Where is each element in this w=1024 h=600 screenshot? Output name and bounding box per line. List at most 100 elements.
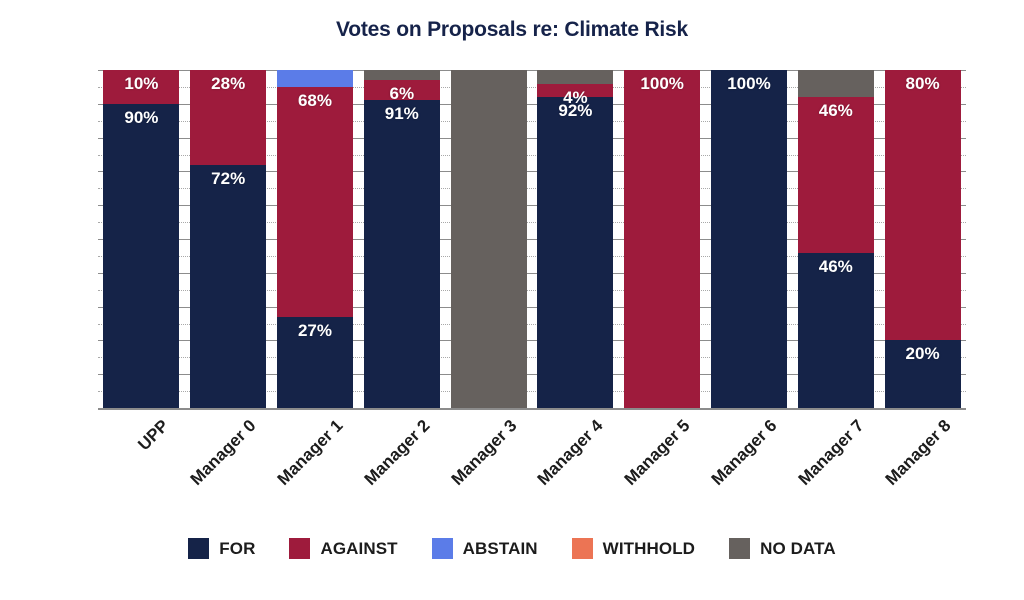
bar-segment-value-label: 91% <box>384 104 419 124</box>
gridline-minor-95 <box>98 86 966 88</box>
legend-item-against[interactable]: AGAINST <box>289 538 398 559</box>
bar-stack <box>450 70 527 408</box>
bar-slot-manager-5[interactable]: 100% <box>619 70 706 408</box>
x-axis-baseline <box>98 408 966 410</box>
legend-label: AGAINST <box>320 538 398 558</box>
bar-segment-against[interactable]: 100% <box>624 70 701 408</box>
bar-slot-manager-1[interactable]: 27% 68% <box>272 70 359 408</box>
plot-area: 10%20%30%40%50%60%70%80%90%100% 90%10%72… <box>98 70 966 410</box>
bar-slot-upp[interactable]: 90% 10% <box>98 70 185 408</box>
gridline-10 <box>98 374 966 376</box>
bar-segment-no-data[interactable] <box>537 70 614 84</box>
bar-stack: 100% <box>624 70 701 408</box>
bar-segment-against[interactable]: 6% <box>363 80 440 104</box>
bar-segment-no-data[interactable] <box>797 70 874 98</box>
bar-segment-for[interactable]: 27% <box>276 316 353 408</box>
bar-segment-value-label: 46% <box>818 256 853 276</box>
bar-segment-value-label: 10% <box>124 74 159 94</box>
bar-segment-abstain[interactable] <box>276 70 353 87</box>
bar-segment-value-label: 90% <box>124 107 159 127</box>
bar-segment-value-label: 68% <box>297 90 332 110</box>
bar-segment-value-label: 4% <box>563 87 588 107</box>
bar-segment-against[interactable]: 80% <box>884 70 961 341</box>
legend-swatch-icon <box>289 538 311 559</box>
gridline-minor-85 <box>98 120 966 122</box>
gridline-minor-5 <box>98 391 966 393</box>
legend-label: NO DATA <box>760 538 836 558</box>
x-tick-label-manager-4: Manager 4 <box>533 416 607 489</box>
bar-segment-for[interactable]: 90% <box>103 103 180 408</box>
bar-segment-no-data[interactable] <box>363 70 440 81</box>
bar-stack: 20% 80% <box>884 70 961 408</box>
legend-swatch-icon <box>729 538 751 559</box>
bar-slot-manager-4[interactable]: 92% 4% <box>532 70 619 408</box>
bar-segment-for[interactable]: 72% <box>190 164 267 408</box>
legend-item-for[interactable]: FOR <box>188 538 255 559</box>
legend-item-abstain[interactable]: ABSTAIN <box>431 538 538 559</box>
bar-segment-against[interactable]: 28% <box>190 70 267 165</box>
legend-label: FOR <box>219 538 256 558</box>
gridline-100 <box>98 70 966 71</box>
gridline-minor-65 <box>98 188 966 190</box>
gridline-minor-25 <box>98 323 966 325</box>
bar-stack: 92% 4% <box>537 70 614 408</box>
x-tick-label-manager-0: Manager 0 <box>186 416 260 489</box>
gridline-minor-55 <box>98 222 966 224</box>
bar-stack: 46% 46% <box>797 70 874 408</box>
bar-segment-for[interactable]: 91% <box>363 100 440 408</box>
gridline-70 <box>98 171 966 173</box>
legend-swatch-icon <box>188 538 210 559</box>
x-tick-label-manager-7: Manager 7 <box>794 416 868 489</box>
bar-segment-value-label: 46% <box>818 101 853 121</box>
bar-segment-for[interactable]: 92% <box>537 97 614 408</box>
x-tick-label-manager-6: Manager 6 <box>707 416 781 489</box>
gridline-minor-35 <box>98 289 966 291</box>
bar-segment-value-label: 100% <box>640 74 684 93</box>
bar-segment-against[interactable]: 46% <box>797 97 874 253</box>
gridline-minor-15 <box>98 357 966 359</box>
legend-label: WITHHOLD <box>602 538 696 558</box>
gridline-40 <box>98 272 966 274</box>
legend-swatch-icon <box>571 538 593 559</box>
bar-series-group: 90% 10% 72% 28% 27% 68% 91% 6% 92% 4% 100% 100% 46% 4… <box>98 70 966 408</box>
bar-slot-manager-2[interactable]: 91% 6% <box>358 70 445 408</box>
bar-slot-manager-0[interactable]: 72% 28% <box>185 70 272 408</box>
bar-segment-for[interactable]: 20% <box>884 340 961 408</box>
bar-segment-value-label: 28% <box>211 74 246 94</box>
bar-segment-no-data[interactable] <box>450 70 527 408</box>
bar-segment-for[interactable]: 100% <box>710 70 787 408</box>
x-tick-label-manager-5: Manager 5 <box>620 416 694 489</box>
x-tick-label-manager-1: Manager 1 <box>273 416 347 489</box>
bar-segment-value-label: 6% <box>389 84 415 104</box>
bar-segment-against[interactable]: 68% <box>276 86 353 317</box>
bar-slot-manager-8[interactable]: 20% 80% <box>879 70 966 408</box>
bar-stack: 72% 28% <box>190 70 267 408</box>
bar-segment-for[interactable]: 46% <box>797 252 874 408</box>
bar-segment-value-label: 100% <box>727 74 771 93</box>
gridline-60 <box>98 205 966 207</box>
x-tick-label-manager-8: Manager 8 <box>881 416 955 489</box>
bar-segment-value-label: 72% <box>211 168 246 188</box>
x-tick-label-upp: UPP <box>134 416 173 455</box>
x-tick-label-manager-3: Manager 3 <box>447 416 521 489</box>
bar-stack: 91% 6% <box>363 70 440 408</box>
bar-segment-against[interactable]: 10% <box>103 70 180 104</box>
gridline-50 <box>98 239 966 240</box>
legend-item-withhold[interactable]: WITHHOLD <box>571 538 696 559</box>
chart-title: Votes on Proposals re: Climate Risk <box>335 18 689 41</box>
gridline-minor-45 <box>98 255 966 257</box>
bar-slot-manager-6[interactable]: 100% <box>706 70 793 408</box>
gridline-minor-75 <box>98 154 966 156</box>
gridline-30 <box>98 306 966 308</box>
bar-segment-against[interactable]: 4% <box>537 83 614 106</box>
bar-stack: 90% 10% <box>103 70 180 408</box>
bar-segment-value-label: 20% <box>905 344 940 364</box>
bar-slot-manager-7[interactable]: 46% 46% <box>792 70 879 408</box>
bar-stack: 100% <box>710 70 787 408</box>
legend-item-no-data[interactable]: NO DATA <box>729 538 836 559</box>
bar-segment-value-label: 27% <box>297 320 332 340</box>
bar-stack: 27% 68% <box>276 70 353 408</box>
bar-slot-manager-3[interactable] <box>445 70 532 408</box>
